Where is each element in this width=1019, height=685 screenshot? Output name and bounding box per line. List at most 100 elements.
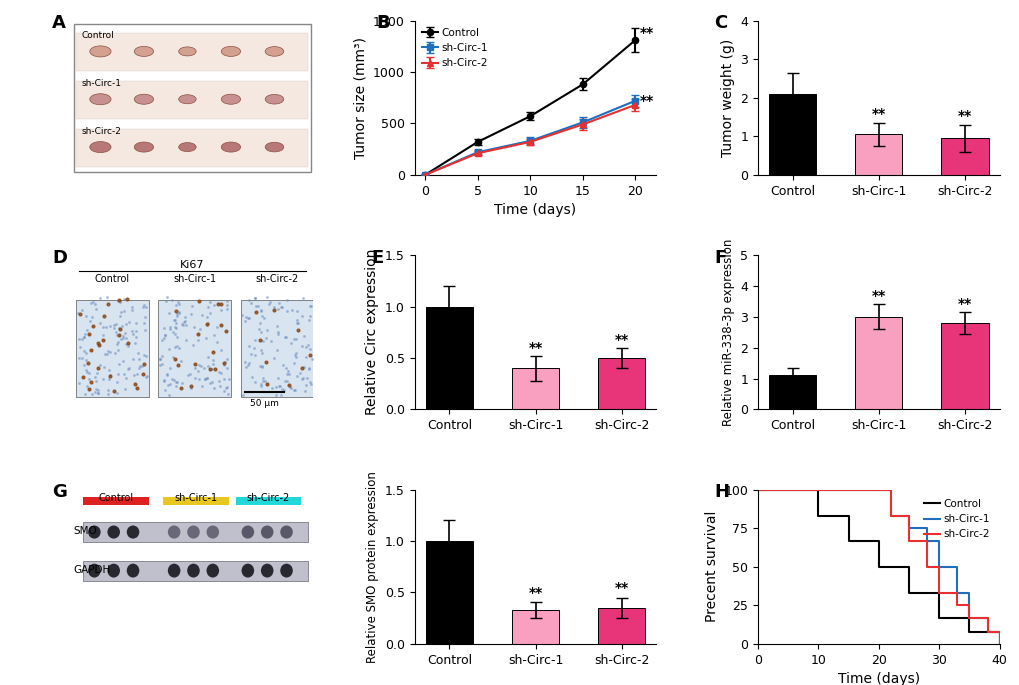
Point [100,388,116,399]
Point [158,296,174,307]
Point [96,362,112,373]
Point [102,321,118,332]
Point [205,347,221,358]
Point [243,349,259,360]
Point [172,356,189,366]
Point [168,311,184,322]
Point [288,370,305,381]
Point [111,295,127,306]
Point [240,340,257,351]
Text: sh-Circ-2: sh-Circ-2 [255,273,299,284]
Text: Control: Control [81,32,114,40]
Point [118,319,135,329]
Control [751,486,763,494]
Point [285,384,302,395]
sh-Circ-1 [993,640,1005,648]
Point [293,362,310,373]
Point [166,329,182,340]
Text: sh-Circ-1: sh-Circ-1 [81,79,121,88]
Point [220,374,236,385]
Point [76,388,93,399]
Point [196,363,212,374]
sh-Circ-1 [811,486,823,494]
Point [206,382,222,393]
Point [116,369,132,379]
Point [110,358,126,369]
Point [124,329,141,340]
Point [138,372,154,383]
Bar [768,94,815,175]
sh-Circ-2 [980,627,993,636]
Point [120,363,137,374]
Point [98,321,114,332]
Ellipse shape [90,94,111,105]
Point [293,340,310,351]
Ellipse shape [206,525,219,538]
Point [219,295,235,306]
Point [204,377,220,388]
Ellipse shape [242,525,254,538]
Point [139,371,155,382]
Point [171,299,187,310]
Point [154,334,170,345]
Point [278,306,294,317]
Point [92,318,108,329]
Point [246,342,262,353]
Point [130,353,147,364]
Point [159,370,175,381]
Point [102,369,118,380]
Point [92,292,108,303]
Point [288,314,305,325]
Point [268,321,284,332]
Point [77,329,94,340]
Line: sh-Circ-2: sh-Circ-2 [757,490,999,644]
Point [200,318,216,329]
Point [152,360,168,371]
Point [106,323,122,334]
Point [168,317,184,328]
Point [129,382,146,393]
Bar [597,608,645,644]
Point [160,343,176,354]
Point [161,389,177,400]
Point [92,359,108,370]
Ellipse shape [90,142,111,153]
Point [179,370,196,381]
Point [273,301,289,312]
Point [184,340,201,351]
Point [100,345,116,356]
Text: sh-Circ-2: sh-Circ-2 [247,493,289,503]
FancyBboxPatch shape [235,497,301,505]
Ellipse shape [88,564,101,577]
Point [286,384,303,395]
Y-axis label: Relative miR-338-3p expression: Relative miR-338-3p expression [720,238,734,426]
Point [167,314,183,325]
Point [248,306,264,317]
Y-axis label: Relative SMO protein expression: Relative SMO protein expression [366,471,379,662]
Point [297,386,313,397]
Ellipse shape [135,47,154,56]
Point [289,325,306,336]
Point [112,310,128,321]
Point [256,312,272,323]
Point [138,301,154,312]
Point [210,297,226,308]
Point [218,299,234,310]
Text: SMO: SMO [73,526,98,536]
sh-Circ-1 [962,614,974,622]
Point [95,334,111,345]
Point [83,315,99,326]
Point [185,321,202,332]
Point [108,319,124,329]
Point [112,306,128,317]
Point [193,361,209,372]
Point [162,362,178,373]
Point [111,322,127,333]
sh-Circ-2 [962,614,974,622]
sh-Circ-2 [751,486,763,494]
FancyBboxPatch shape [76,300,149,397]
Point [114,321,130,332]
Point [301,364,317,375]
Point [114,330,130,341]
Point [128,318,145,329]
